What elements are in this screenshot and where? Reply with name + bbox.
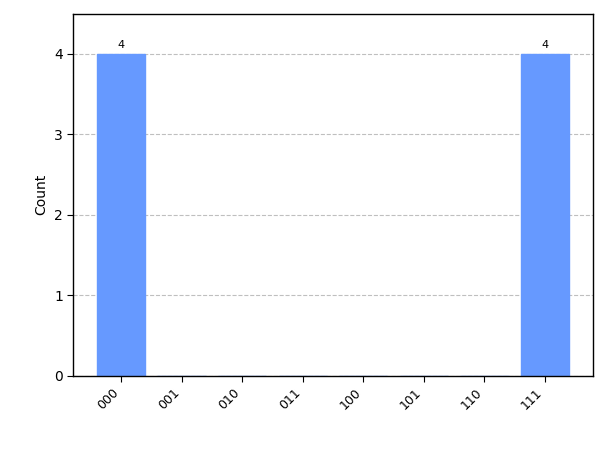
Bar bbox=[97, 54, 145, 376]
Y-axis label: Count: Count bbox=[34, 174, 48, 215]
Text: 4: 4 bbox=[117, 40, 125, 50]
Bar bbox=[521, 54, 569, 376]
Text: 4: 4 bbox=[541, 40, 549, 50]
